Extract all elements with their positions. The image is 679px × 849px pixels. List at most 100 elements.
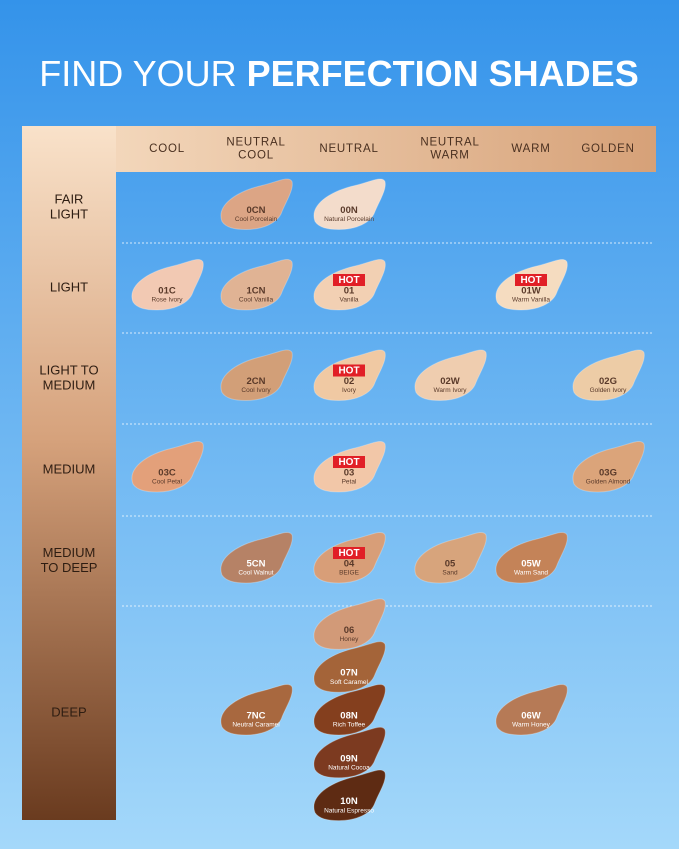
swatch-blob [313, 769, 386, 822]
shade-name: Ivory [342, 387, 357, 394]
row-header: LIGHT [50, 206, 88, 221]
shade-code: 06W [521, 711, 541, 722]
shade-name: Neutral Caramel [232, 722, 280, 729]
shade-code: 08N [340, 711, 358, 722]
shade-code: 06 [344, 625, 355, 636]
swatch-blob [414, 349, 487, 402]
shade-name: Natural Cocoa [328, 765, 370, 772]
shade-name: Rich Toffee [333, 722, 366, 729]
hot-badge: HOT [338, 275, 359, 286]
row-header: MEDIUM [43, 545, 96, 560]
title-bold: PERFECTION SHADES [247, 53, 639, 94]
shade-code: 00N [340, 205, 358, 216]
shade-code: 0CN [246, 205, 265, 216]
hot-badge: HOT [338, 548, 359, 559]
column-header: COOL [149, 143, 185, 155]
swatch-blob [313, 598, 386, 650]
swatch-blob [313, 684, 386, 736]
shade-code: 05W [521, 559, 541, 570]
shade-code: 03G [599, 468, 617, 479]
shade-name: Sand [442, 570, 458, 577]
shade-name: Cool Petal [152, 479, 183, 486]
shade-name: Cool Vanilla [239, 297, 274, 304]
swatch-blob [220, 178, 293, 231]
shade-name: Vanilla [339, 297, 358, 304]
row-header: DEEP [51, 704, 86, 719]
shade-name: Golden Almond [586, 479, 631, 486]
row-header: MEDIUM [43, 461, 96, 476]
hot-badge: HOT [520, 275, 541, 286]
column-header: GOLDEN [581, 143, 634, 155]
column-header: COOL [238, 150, 274, 162]
shade-name: BEIGE [339, 570, 360, 577]
shade-name: Honey [340, 636, 360, 643]
swatch-blob [131, 259, 204, 311]
shade-name: Warm Honey [512, 722, 550, 729]
shade-name: Golden Ivory [590, 387, 628, 394]
title-light: FIND YOUR [39, 53, 236, 94]
shade-name: Cool Ivory [241, 387, 271, 394]
column-header: NEUTRAL [319, 143, 378, 155]
swatch-blob [313, 726, 386, 779]
hot-badge-bg [333, 274, 365, 286]
hot-badge-bg [333, 547, 365, 559]
swatch-blob [220, 532, 293, 584]
column-header: WARM [430, 150, 469, 162]
row-header: FAIR [55, 191, 84, 206]
swatch-blob [572, 349, 645, 402]
shade-code: 07N [340, 668, 358, 679]
shade-code: 1CN [246, 286, 265, 297]
swatch-blob [313, 178, 386, 231]
swatch-blob [495, 684, 568, 736]
shade-code: 09N [340, 753, 358, 764]
shade-code: 10N [340, 796, 358, 807]
swatch-blob [131, 441, 204, 493]
shade-name: Warm Ivory [434, 387, 468, 394]
swatch-blob [313, 641, 386, 693]
hot-badge: HOT [338, 366, 359, 377]
swatch-blob [220, 349, 293, 402]
shade-code: 03C [158, 468, 176, 479]
shade-code: 01W [521, 286, 541, 297]
shade-code: 04 [344, 559, 355, 570]
hot-badge-bg [515, 274, 547, 286]
column-header: NEUTRAL [420, 137, 479, 149]
row-header: MEDIUM [43, 377, 96, 392]
shade-code: 03 [344, 468, 355, 479]
shade-name: Soft Caramel [330, 679, 368, 686]
row-header: LIGHT [50, 279, 88, 294]
hot-badge-bg [333, 364, 365, 377]
row-header: LIGHT TO [39, 362, 98, 377]
shade-code: 7NC [246, 711, 265, 722]
shade-code: 01C [158, 286, 176, 297]
hot-badge-bg [333, 456, 365, 468]
shade-name: Warm Sand [514, 570, 548, 577]
shade-code: 02 [344, 376, 355, 387]
column-header: NEUTRAL [226, 137, 285, 149]
shade-name: Natural Porcelain [324, 216, 374, 223]
swatch-blob [572, 441, 645, 493]
column-header-bar [22, 126, 656, 172]
shade-name: Petal [342, 479, 357, 486]
